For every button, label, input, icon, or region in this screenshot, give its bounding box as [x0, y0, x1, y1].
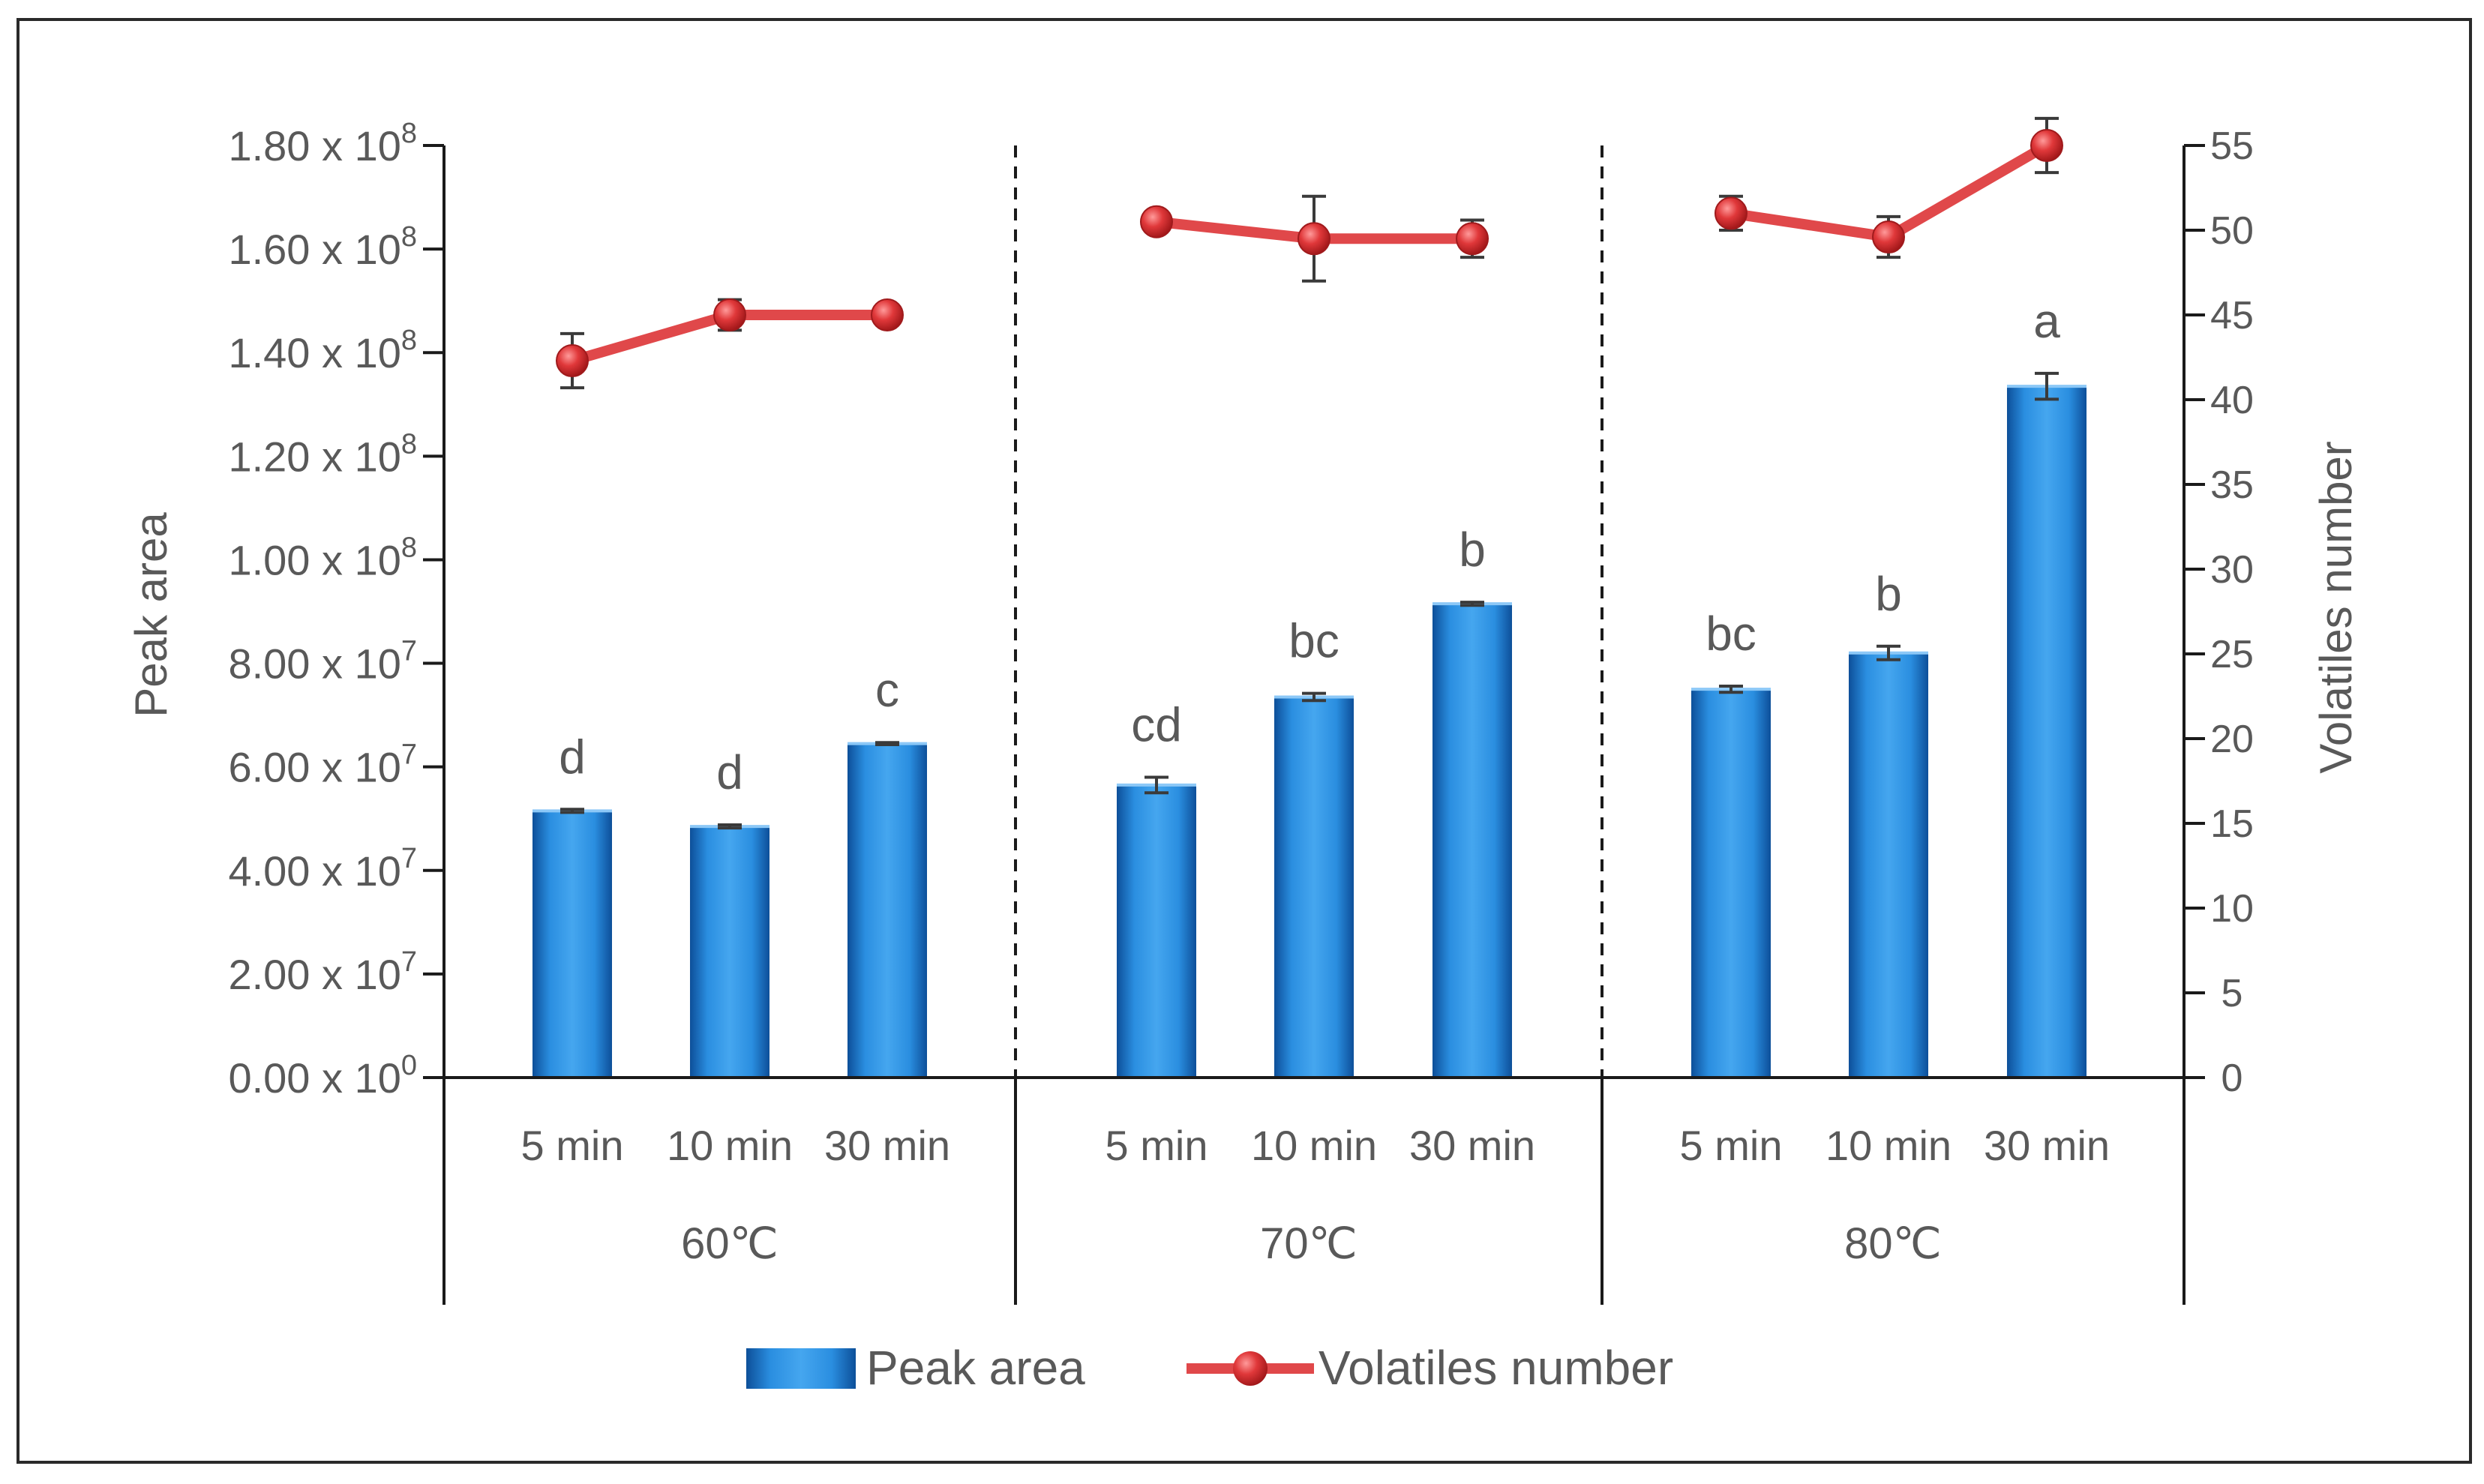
- y2-axis-tick-labels: 0 5 10 15 20 25 30 35 40 45 50 55: [2210, 124, 2254, 1100]
- line-series: [556, 116, 2063, 390]
- volatiles-point: [1140, 205, 1173, 238]
- bar-error-bars: [560, 371, 2059, 830]
- significance-label: d: [559, 730, 586, 784]
- legend-label-peak-area: Peak area: [866, 1341, 1085, 1395]
- y2-tick-label: 5: [2222, 972, 2243, 1015]
- volatiles-point: [556, 344, 589, 378]
- y2-tick-label: 25: [2210, 633, 2254, 676]
- y2-tick-label: 30: [2210, 548, 2254, 592]
- y-tick-label: 1.80 x 108: [228, 118, 417, 169]
- volatiles-point: [871, 298, 904, 331]
- bar: [532, 811, 612, 1078]
- volatiles-point: [1714, 196, 1748, 230]
- category-label: 30 min: [1984, 1122, 2110, 1169]
- y-axis-tick-labels: 0.00 x 100 2.00 x 107 4.00 x 107 6.00 x 107…: [228, 118, 417, 1102]
- significance-label: bc: [1288, 614, 1340, 668]
- y-tick-label: 1.00 x 108: [228, 532, 417, 583]
- significance-label: d: [716, 745, 743, 799]
- category-label: 5 min: [1106, 1122, 1208, 1169]
- y2-tick-label: 55: [2210, 124, 2254, 168]
- y-tick-label: 0.00 x 100: [228, 1050, 417, 1102]
- category-label: 10 min: [1826, 1122, 1952, 1169]
- y-tick-label: 8.00 x 107: [228, 636, 417, 688]
- y2-tick-label: 35: [2210, 463, 2254, 507]
- category-label: 30 min: [824, 1122, 950, 1169]
- bar: [1274, 697, 1354, 1078]
- significance-label: b: [1875, 567, 1902, 621]
- significance-label: b: [1459, 523, 1486, 577]
- figure-frame: [16, 18, 2472, 1464]
- y2-tick-label: 15: [2210, 802, 2254, 846]
- bar-series: [532, 385, 2086, 1078]
- y2-tick-label: 50: [2210, 209, 2254, 253]
- volatiles-point: [1872, 220, 1905, 254]
- y2-axis-title: Volatiles number: [2311, 441, 2361, 774]
- category-label: 30 min: [1409, 1122, 1535, 1169]
- significance-label: bc: [1706, 607, 1756, 661]
- y-tick-label: 1.40 x 108: [228, 325, 417, 376]
- significance-labels: d d c cd bc b bc b a: [559, 294, 2060, 799]
- axes: [423, 144, 2205, 1305]
- y2-tick-label: 40: [2210, 379, 2254, 422]
- y-tick-label: 1.60 x 108: [228, 221, 417, 273]
- y-tick-label: 1.20 x 108: [228, 428, 417, 480]
- category-label: 10 min: [667, 1122, 793, 1169]
- y2-tick-label: 45: [2210, 294, 2254, 337]
- volatiles-point: [1456, 222, 1489, 256]
- volatiles-point: [1298, 222, 1330, 256]
- bar: [1432, 604, 1512, 1078]
- category-label: 5 min: [1680, 1122, 1783, 1169]
- y-tick-label: 4.00 x 107: [228, 843, 417, 895]
- y2-tick-label: 0: [2222, 1057, 2243, 1100]
- group-labels: 60℃ 70℃ 80℃: [681, 1219, 1942, 1268]
- y2-tick-label: 20: [2210, 718, 2254, 761]
- bar: [2007, 386, 2086, 1078]
- significance-label: a: [2033, 294, 2060, 348]
- y2-tick-label: 10: [2210, 887, 2254, 931]
- y-axis-title: Peak area: [126, 512, 176, 718]
- y-tick-label: 2.00 x 107: [228, 946, 417, 998]
- legend-line-marker: [1233, 1351, 1268, 1386]
- legend: Peak area Volatiles number: [746, 1341, 1673, 1395]
- category-label: 10 min: [1251, 1122, 1377, 1169]
- legend-label-volatiles-number: Volatiles number: [1318, 1341, 1673, 1395]
- bar: [1117, 784, 1196, 1078]
- group-label: 70℃: [1260, 1219, 1358, 1268]
- volatiles-point: [2030, 129, 2063, 162]
- category-labels: 5 min 10 min 30 min 5 min 10 min 30 min 5 min 1…: [521, 1122, 2110, 1169]
- group-label: 80℃: [1844, 1219, 1942, 1268]
- bar: [1691, 689, 1771, 1078]
- bar: [848, 743, 927, 1078]
- separator-lines: [1014, 145, 1604, 1078]
- group-label: 60℃: [681, 1219, 778, 1268]
- significance-label: c: [875, 663, 899, 717]
- bar: [690, 826, 770, 1078]
- legend-bar-swatch: [746, 1348, 856, 1389]
- bar: [1849, 652, 1928, 1078]
- category-label: 5 min: [521, 1122, 624, 1169]
- volatiles-point: [713, 298, 746, 331]
- y-tick-label: 6.00 x 107: [228, 739, 417, 791]
- significance-label: cd: [1131, 697, 1182, 751]
